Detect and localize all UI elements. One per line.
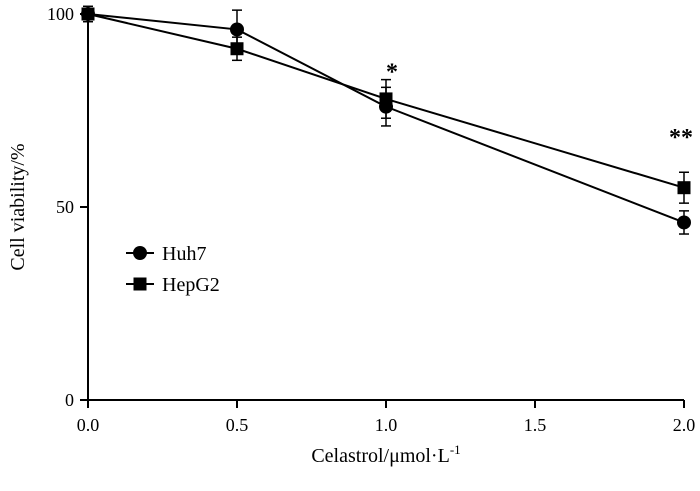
x-tick-label: 1.5 bbox=[524, 415, 547, 435]
x-tick-label: 1.0 bbox=[375, 415, 398, 435]
legend-marker-huh7 bbox=[133, 246, 147, 260]
marker-hepg2 bbox=[81, 7, 95, 21]
series-line-huh7 bbox=[87, 13, 685, 224]
series-line-hepg2 bbox=[87, 13, 685, 189]
marker-hepg2 bbox=[230, 42, 244, 56]
legend-marker-hepg2 bbox=[133, 277, 147, 291]
legend-label-hepg2: HepG2 bbox=[162, 274, 220, 296]
marker-hepg2 bbox=[379, 92, 393, 106]
significance-annotation: * bbox=[386, 60, 398, 86]
significance-annotation: ** bbox=[669, 125, 693, 151]
marker-huh7 bbox=[677, 215, 691, 230]
legend-label-huh7: Huh7 bbox=[162, 243, 206, 265]
y-axis-title: Cell viability/% bbox=[7, 143, 29, 270]
x-tick-label: 2.0 bbox=[673, 415, 696, 435]
y-tick-label: 50 bbox=[56, 197, 74, 217]
x-tick-label: 0.5 bbox=[226, 415, 249, 435]
x-tick-label: 0.0 bbox=[77, 415, 100, 435]
y-tick-label: 100 bbox=[47, 4, 74, 24]
marker-hepg2 bbox=[677, 181, 691, 195]
y-tick-label: 0 bbox=[65, 390, 74, 410]
x-axis-title: Celastrol/μmol·L-1 bbox=[311, 442, 460, 467]
marker-huh7 bbox=[230, 22, 244, 37]
